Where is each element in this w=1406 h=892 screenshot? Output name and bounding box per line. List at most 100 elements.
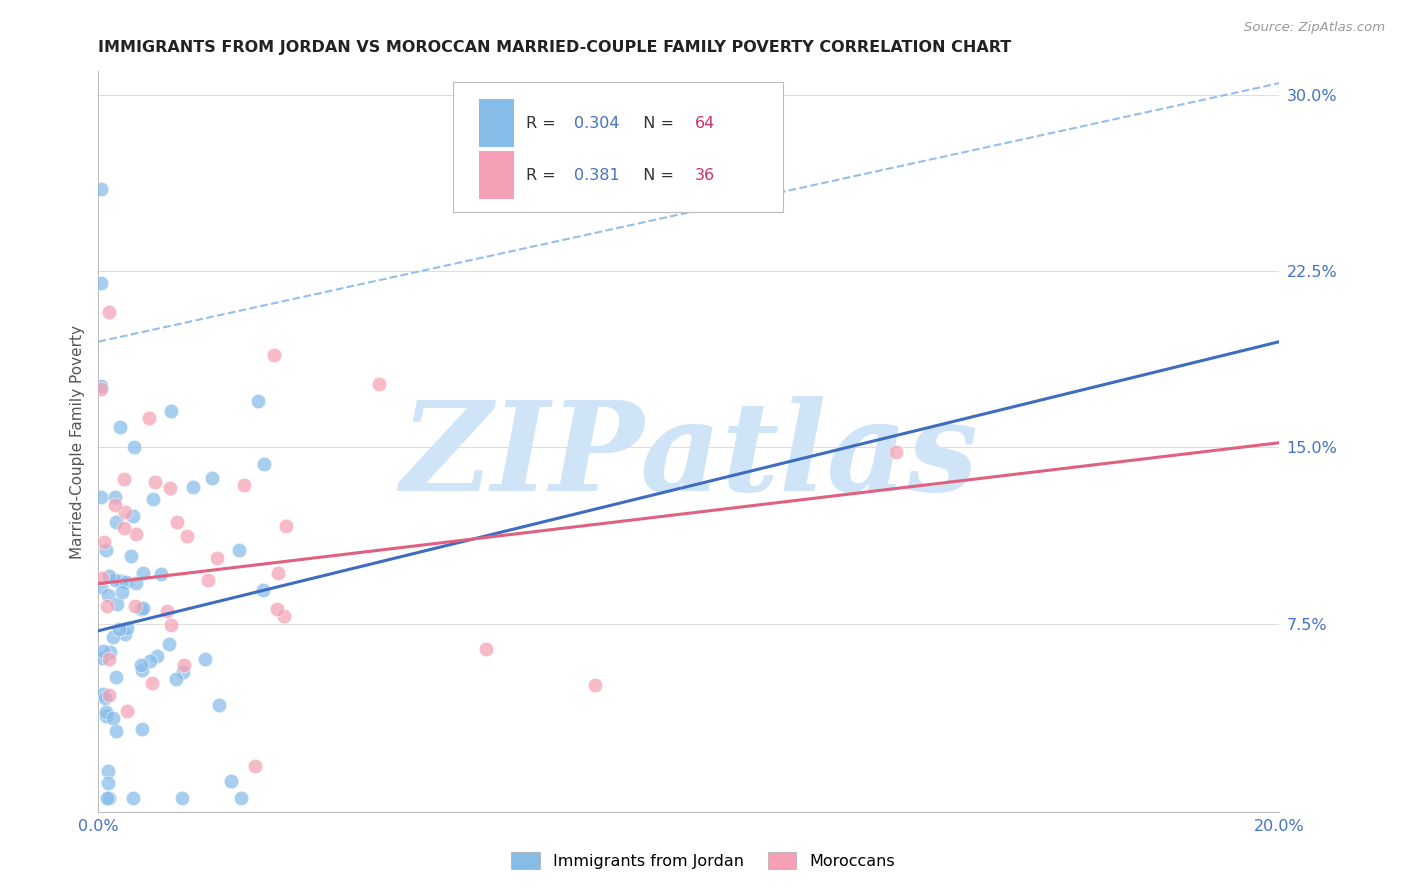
Point	[131, 657, 153, 672]
Point	[583, 678, 606, 692]
Text: IMMIGRANTS FROM JORDAN VS MOROCCAN MARRIED-COUPLE FAMILY POVERTY CORRELATION CHA: IMMIGRANTS FROM JORDAN VS MOROCCAN MARRI…	[98, 40, 1012, 55]
Point	[105, 670, 128, 684]
Text: R =: R =	[526, 168, 561, 183]
Point	[122, 790, 145, 805]
Point	[104, 515, 127, 529]
Point	[156, 604, 179, 618]
Point	[368, 377, 391, 392]
Point	[229, 790, 252, 805]
Point	[98, 645, 121, 659]
Point	[157, 637, 180, 651]
Point	[246, 393, 269, 408]
Text: 64: 64	[695, 116, 716, 131]
Point	[252, 582, 274, 597]
Point	[124, 599, 146, 613]
Point	[96, 599, 118, 614]
Point	[131, 601, 153, 615]
Point	[125, 576, 148, 591]
Point	[104, 573, 127, 587]
Point	[121, 509, 143, 524]
Point	[97, 652, 120, 666]
Text: 36: 36	[695, 168, 716, 183]
Point	[197, 574, 219, 588]
Point	[108, 622, 131, 636]
Text: 0.381: 0.381	[575, 168, 620, 183]
Point	[159, 481, 181, 495]
Point	[90, 182, 112, 196]
Point	[475, 642, 498, 657]
Point	[94, 706, 117, 720]
Point	[273, 608, 295, 623]
Point	[138, 410, 160, 425]
Point	[97, 569, 120, 583]
Point	[267, 566, 290, 581]
Point	[114, 574, 136, 589]
Point	[263, 348, 285, 362]
Point	[93, 535, 115, 549]
Point	[91, 643, 114, 657]
Point	[98, 688, 121, 702]
Point	[114, 626, 136, 640]
Point	[884, 445, 907, 459]
Point	[104, 724, 127, 739]
Point	[90, 571, 112, 585]
Point	[122, 440, 145, 454]
FancyBboxPatch shape	[478, 151, 515, 199]
Point	[253, 457, 276, 471]
Point	[115, 621, 138, 635]
FancyBboxPatch shape	[478, 99, 515, 147]
Legend: Immigrants from Jordan, Moroccans: Immigrants from Jordan, Moroccans	[505, 846, 901, 875]
Point	[201, 471, 224, 485]
Point	[176, 529, 198, 543]
Text: N =: N =	[634, 116, 679, 131]
Point	[172, 665, 194, 679]
Point	[114, 505, 136, 519]
Point	[108, 419, 131, 434]
Point	[90, 379, 112, 393]
Point	[233, 478, 256, 492]
Point	[97, 588, 120, 602]
Point	[104, 490, 127, 504]
Text: 0.304: 0.304	[575, 116, 620, 131]
Point	[98, 305, 121, 319]
Text: R =: R =	[526, 116, 561, 131]
Point	[141, 675, 163, 690]
Point	[228, 543, 250, 558]
Point	[97, 776, 120, 790]
Point	[166, 672, 188, 686]
Point	[115, 704, 138, 718]
Point	[142, 492, 165, 507]
FancyBboxPatch shape	[453, 82, 783, 212]
Point	[129, 602, 152, 616]
Point	[96, 709, 118, 723]
Point	[120, 549, 142, 564]
Point	[96, 542, 118, 557]
Point	[110, 574, 132, 588]
Point	[219, 774, 242, 789]
Point	[97, 790, 120, 805]
Point	[166, 516, 188, 530]
Text: Source: ZipAtlas.com: Source: ZipAtlas.com	[1244, 21, 1385, 34]
Point	[160, 403, 183, 417]
Point	[104, 498, 127, 512]
Point	[112, 472, 135, 486]
Point	[96, 790, 118, 805]
Point	[91, 687, 114, 701]
Point	[208, 698, 231, 712]
Point	[90, 580, 112, 594]
Point	[97, 764, 120, 779]
Point	[112, 521, 135, 535]
Point	[90, 382, 112, 396]
Point	[103, 630, 125, 644]
Point	[132, 566, 155, 580]
Point	[243, 759, 266, 773]
Point	[149, 566, 172, 581]
Point	[266, 602, 288, 616]
Point	[131, 663, 153, 677]
Point	[173, 658, 195, 673]
Y-axis label: Married-Couple Family Poverty: Married-Couple Family Poverty	[69, 325, 84, 558]
Point	[145, 649, 167, 664]
Point	[143, 475, 166, 489]
Point	[194, 652, 217, 666]
Point	[170, 790, 193, 805]
